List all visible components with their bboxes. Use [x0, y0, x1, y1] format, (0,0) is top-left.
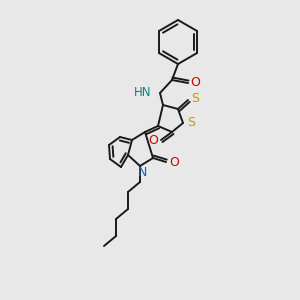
Text: O: O: [190, 76, 200, 88]
Text: N: N: [137, 167, 147, 179]
Text: HN: HN: [134, 85, 151, 98]
Text: S: S: [187, 116, 195, 130]
Text: O: O: [169, 157, 179, 169]
Text: O: O: [148, 134, 158, 148]
Text: S: S: [191, 92, 199, 104]
